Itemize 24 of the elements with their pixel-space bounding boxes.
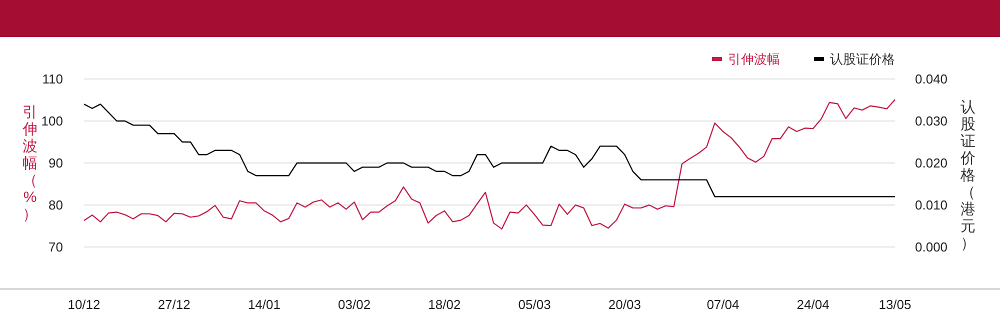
y2-tick-label: 0.010 bbox=[915, 198, 948, 212]
x-tick-label: 13/05 bbox=[878, 297, 912, 312]
y2-tick-label: 0.040 bbox=[915, 72, 948, 86]
y2-tick-label: 0.030 bbox=[915, 114, 948, 128]
y-tick-label: 110 bbox=[42, 72, 63, 86]
x-tick-label: 27/12 bbox=[158, 297, 190, 312]
x-tick-label: 24/04 bbox=[796, 297, 830, 312]
x-tick-label: 07/04 bbox=[706, 297, 740, 312]
y2-tick-label: 0.020 bbox=[915, 156, 948, 170]
legend-label: 引伸波幅 bbox=[728, 52, 780, 66]
y-tick-label: 70 bbox=[48, 240, 63, 254]
y-axis-title: 引伸波幅（%） bbox=[22, 104, 38, 223]
x-tick-label: 18/02 bbox=[428, 297, 461, 312]
y-tick-label: 100 bbox=[41, 114, 63, 128]
y-tick-label: 90 bbox=[48, 156, 63, 170]
y2-tick-label: 0.000 bbox=[915, 240, 948, 254]
y2-axis-title: 认股证价格（港元） bbox=[960, 99, 976, 252]
x-tick-label: 14/01 bbox=[248, 297, 280, 312]
x-tick-label: 05/03 bbox=[518, 297, 551, 312]
x-tick-label: 20/03 bbox=[608, 297, 641, 312]
y-tick-label: 80 bbox=[48, 198, 63, 212]
x-tick-label: 03/02 bbox=[338, 297, 371, 312]
legend-label: 认股证价格 bbox=[830, 52, 895, 66]
x-tick-label: 10/12 bbox=[68, 297, 100, 312]
